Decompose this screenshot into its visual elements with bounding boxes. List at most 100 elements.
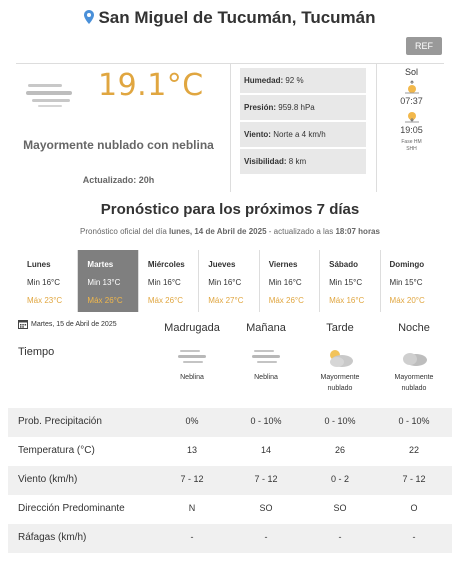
pressure-row: Presión: 959.8 hPa [240, 95, 366, 120]
subtitle-prefix: Pronóstico oficial del día [80, 227, 167, 236]
period-noche: Noche [398, 322, 430, 334]
pressure-value: 959.8 hPa [278, 103, 315, 112]
wind-row: Viento: Norte a 4 km/h [240, 122, 366, 147]
sunrise-icon [404, 80, 419, 94]
row-label: Viento (km/h) [18, 474, 78, 485]
day-max: Máx 27°C [208, 296, 244, 305]
subtitle-time: 18:07 horas [335, 227, 380, 236]
day-tab-miercoles[interactable]: Miércoles Min 16°C Máx 26°C [139, 250, 200, 312]
day-tab-sabado[interactable]: Sábado Min 15°C Máx 16°C [320, 250, 381, 312]
cell: 0 - 2 [330, 474, 349, 484]
cell: SO [259, 503, 273, 513]
tiempo-label: Tiempo [18, 346, 55, 358]
weather-text: Neblina [180, 374, 204, 381]
moon-phase-line2: SHH [406, 146, 417, 152]
humidity-label: Humedad: [244, 76, 284, 85]
current-temperature: 19.1°C [98, 68, 204, 103]
fog-icon [252, 350, 280, 363]
day-tab-jueves[interactable]: Jueves Min 16°C Máx 27°C [199, 250, 260, 312]
current-condition: Mayormente nublado con neblina [23, 138, 214, 152]
cell: - [412, 532, 416, 542]
day-min: Min 13°C [87, 278, 121, 287]
weather-text: Mayormente [320, 374, 360, 381]
weather-manana: Neblina [226, 348, 306, 383]
day-tab-viernes[interactable]: Viernes Min 16°C Máx 26°C [260, 250, 321, 312]
table-row: Viento (km/h) 7 - 12 7 - 12 0 - 2 7 - 12 [8, 466, 452, 495]
cell: O [410, 503, 418, 513]
sun-title: Sol [404, 67, 418, 77]
location-name: San Miguel de Tucumán, Tucumán [98, 8, 376, 27]
weather-noche: Mayormente nublado [374, 348, 454, 394]
cell: - [190, 532, 194, 542]
fog-icon [178, 350, 206, 363]
detail-date: Martes, 15 de Abril de 2025 [31, 321, 117, 328]
partly-cloudy-icon [330, 350, 353, 367]
cell: 22 [408, 445, 419, 455]
subtitle-mid: - actualizado a las [268, 227, 334, 236]
day-max: Máx 26°C [147, 296, 184, 305]
day-min: Min 15°C [389, 278, 423, 287]
forecast-subtitle: Pronóstico oficial del día lunes, 14 de … [0, 227, 460, 236]
location-title: San Miguel de Tucumán, Tucumán [0, 8, 460, 28]
forecast-table: Prob. Precipitación 0% 0 - 10% 0 - 10% 0… [8, 408, 452, 553]
day-max: Máx 23°C [27, 296, 63, 305]
cell: 0 - 10% [398, 416, 430, 426]
moon-phase-line1: Fase HM [401, 139, 422, 145]
visibility-value: 8 km [288, 157, 307, 166]
day-name: Sábado [329, 260, 359, 269]
wind-value: Norte a 4 km/h [273, 130, 326, 139]
humidity-row: Humedad: 92 % [240, 68, 366, 93]
day-name: Miércoles [147, 260, 185, 269]
day-max: Máx 16°C [329, 296, 365, 305]
weather-text-2: nublado [401, 385, 427, 392]
current-details: Humedad: 92 % Presión: 959.8 hPa Viento:… [240, 68, 366, 176]
wind-label: Viento: [244, 130, 271, 139]
moon-phase-label: Fase HM SHH [377, 139, 446, 153]
cell: SO [333, 503, 347, 513]
cell: 0% [185, 416, 199, 426]
day-tab-lunes[interactable]: Lunes Min 16°C Máx 23°C [18, 250, 79, 312]
day-max: Máx 26°C [268, 296, 304, 305]
location-pin-icon [84, 10, 95, 24]
day-min: Min 16°C [27, 278, 60, 287]
cell: - [338, 532, 342, 542]
weather-madrugada: Neblina [152, 348, 232, 383]
weather-text-2: nublado [327, 385, 353, 392]
sunset-icon [404, 112, 419, 123]
updated-time: Actualizado: 20h [82, 175, 155, 185]
visibility-label: Visibilidad: [244, 157, 287, 166]
day-tab-domingo[interactable]: Domingo Min 15°C Máx 20°C [381, 250, 440, 312]
weather-text: Neblina [254, 374, 278, 381]
period-madrugada: Madrugada [164, 322, 220, 334]
cell: 7 - 12 [254, 474, 278, 484]
row-label: Ráfagas (km/h) [18, 532, 87, 543]
cell: 26 [334, 445, 345, 455]
day-name: Lunes [27, 260, 51, 269]
day-name: Jueves [208, 260, 236, 269]
row-label: Prob. Precipitación [18, 416, 102, 427]
table-row: Prob. Precipitación 0% 0 - 10% 0 - 10% 0… [8, 408, 452, 437]
day-max: Máx 26°C [87, 296, 123, 305]
cell: 7 - 12 [180, 474, 204, 484]
cell: 0 - 10% [324, 416, 356, 426]
cell: N [188, 503, 196, 513]
sunset-time: 19:05 [400, 125, 423, 135]
cell: 7 - 12 [402, 474, 426, 484]
cell: 13 [186, 445, 197, 455]
period-tarde: Tarde [326, 322, 354, 334]
visibility-row: Visibilidad: 8 km [240, 149, 366, 174]
table-row: Temperatura (°C) 13 14 26 22 [8, 437, 452, 466]
sun-panel: Sol 07:37 19:05 Fase HM SHH [376, 64, 446, 192]
sunrise-time: 07:37 [400, 96, 423, 106]
cell: 14 [260, 445, 271, 455]
day-tab-martes[interactable]: Martes Min 13°C Máx 26°C [78, 250, 139, 312]
ref-button[interactable]: REF [406, 37, 442, 55]
period-manana: Mañana [246, 322, 286, 334]
day-min: Min 16°C [208, 278, 242, 287]
weather-tarde: Mayormente nublado [300, 348, 380, 394]
day-tabs: Lunes Min 16°C Máx 23°C Martes Min 13°C … [18, 250, 440, 312]
day-name: Domingo [389, 260, 425, 269]
weather-text: Mayormente [394, 374, 434, 381]
cloudy-night-icon [403, 353, 427, 366]
table-row: Ráfagas (km/h) - - - - [8, 524, 452, 553]
